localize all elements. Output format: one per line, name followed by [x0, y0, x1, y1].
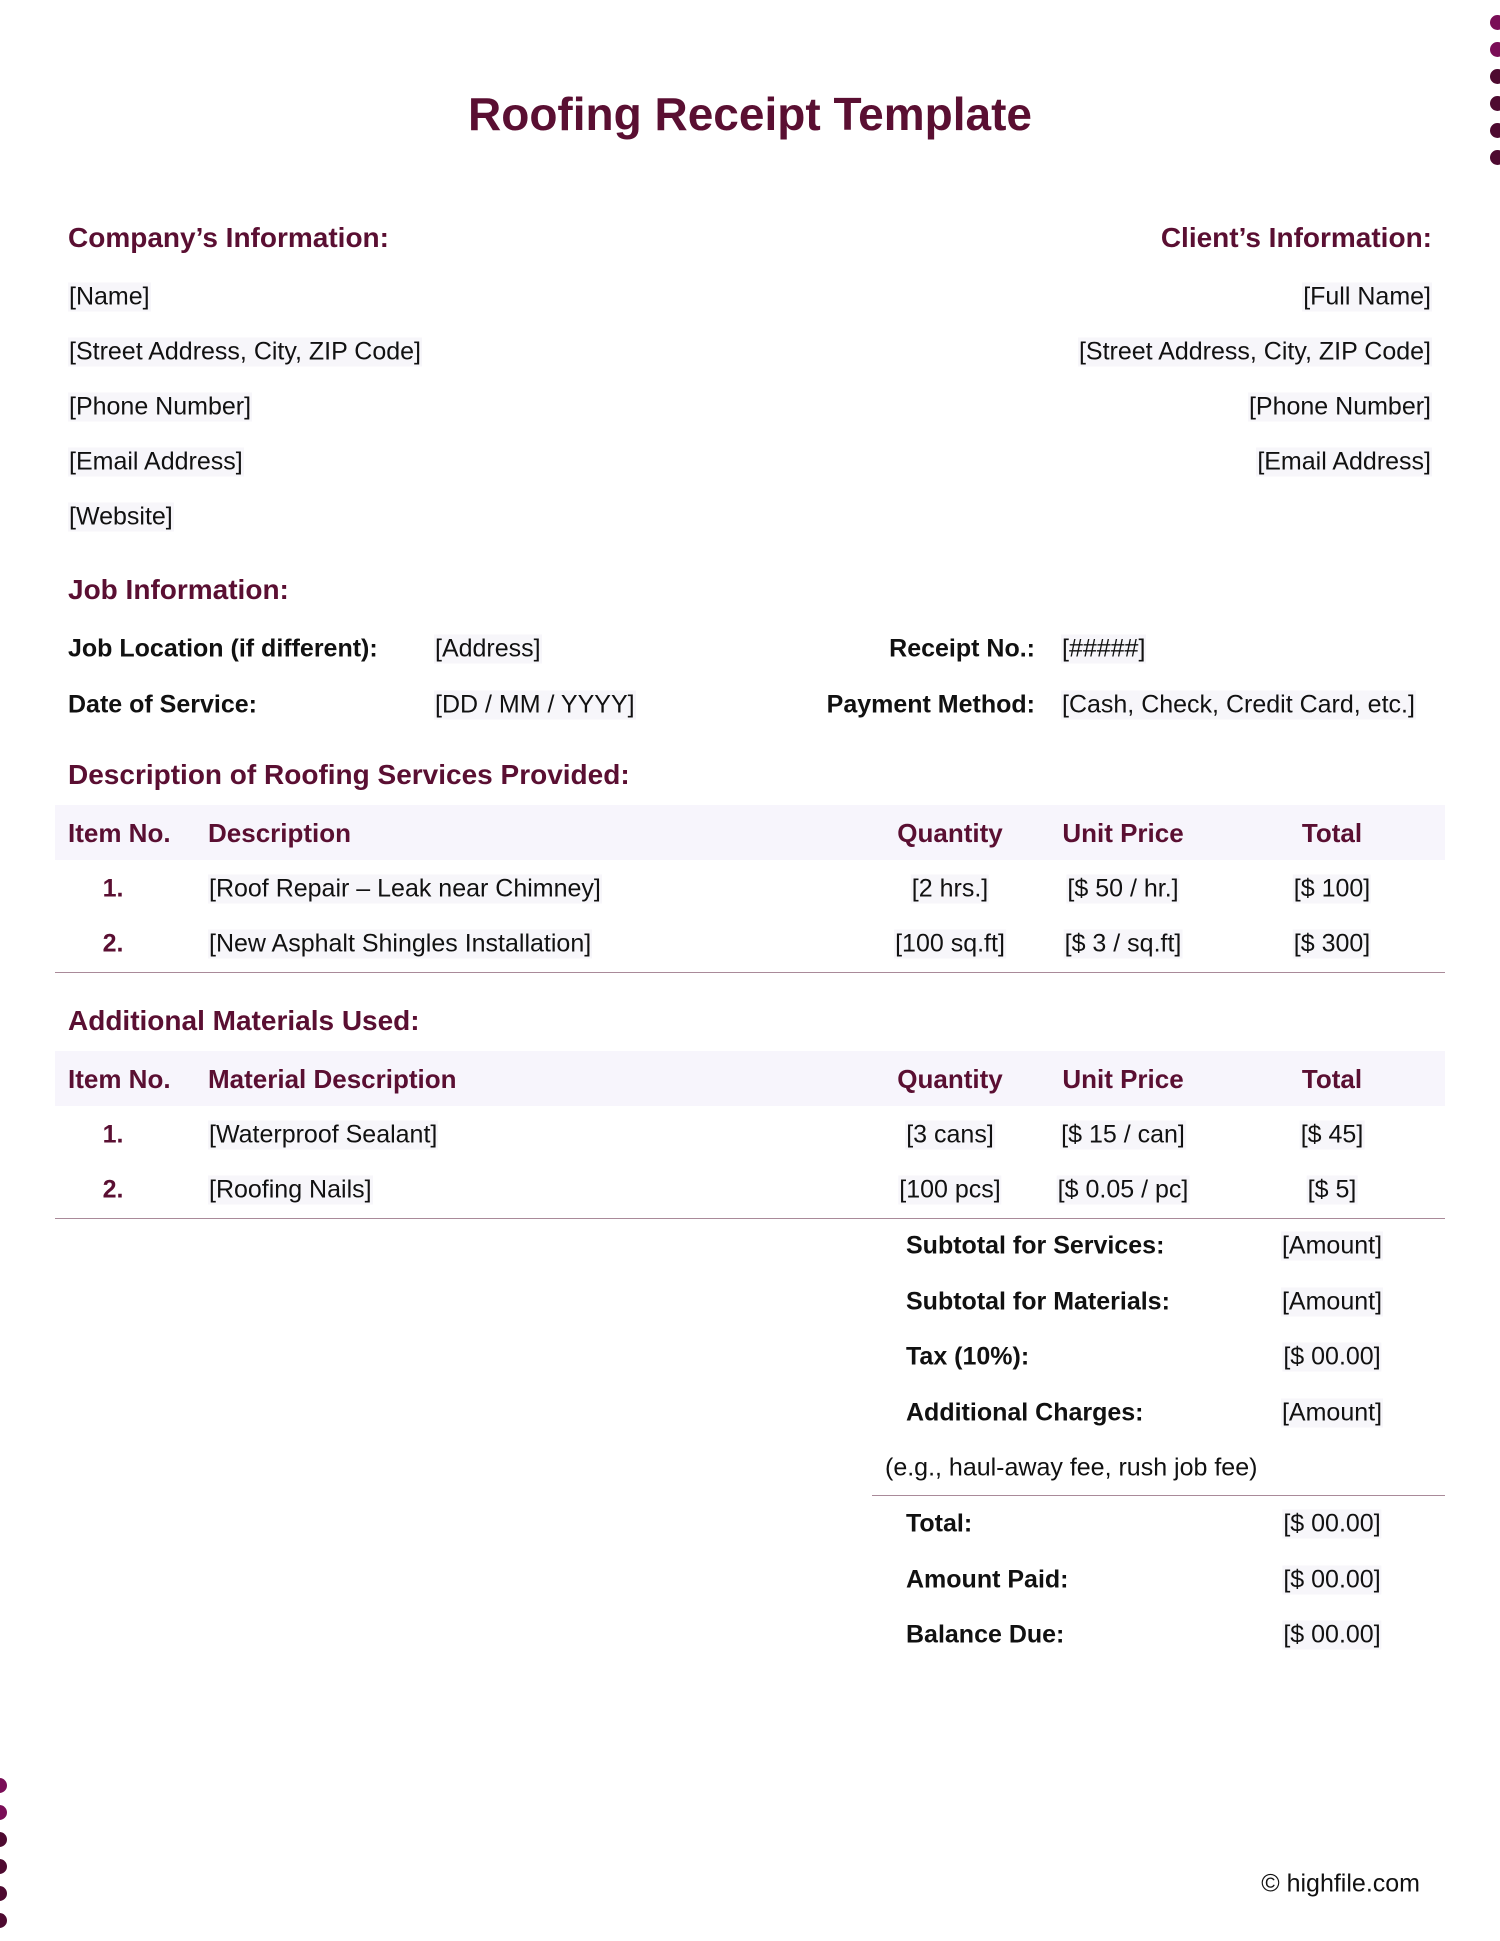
materials-table-divider: [55, 1218, 1445, 1219]
decorative-dot-icon: [0, 1832, 7, 1847]
materials-cell[interactable]: [$ 45]: [1299, 1120, 1365, 1150]
client-line[interactable]: [Phone Number]: [1247, 392, 1432, 422]
services-heading: Description of Roofing Services Provided…: [68, 759, 630, 790]
services-cell[interactable]: [100 sq.ft]: [894, 929, 1006, 959]
services-column-header: Total: [1301, 818, 1363, 848]
job-heading: Job Information:: [68, 574, 289, 605]
materials-table-header: [55, 1051, 1445, 1106]
materials-cell: 1.: [102, 1120, 124, 1149]
final-value[interactable]: [$ 00.00]: [1282, 1565, 1382, 1594]
services-cell[interactable]: [Roof Repair – Leak near Chimney]: [208, 874, 602, 904]
services-cell[interactable]: [$ 300]: [1292, 929, 1372, 959]
totals-value[interactable]: [Amount]: [1280, 1398, 1384, 1427]
services-table-header: [55, 805, 1445, 860]
date-value[interactable]: [DD / MM / YYYY]: [434, 690, 636, 720]
client-line[interactable]: [Email Address]: [1256, 447, 1432, 477]
materials-column-header: Material Description: [208, 1064, 457, 1094]
totals-label: Tax (10%):: [906, 1342, 1030, 1371]
client-heading: Client’s Information:: [1160, 222, 1432, 253]
company-line[interactable]: [Email Address]: [68, 447, 244, 477]
client-line[interactable]: [Full Name]: [1302, 282, 1432, 312]
final-label: Balance Due:: [906, 1620, 1065, 1649]
decorative-dot-icon: [0, 1778, 7, 1793]
services-column-header: Unit Price: [1062, 818, 1184, 848]
final-value[interactable]: [$ 00.00]: [1282, 1620, 1382, 1650]
services-cell[interactable]: [$ 100]: [1292, 874, 1372, 904]
services-column-header: Quantity: [897, 818, 1003, 848]
totals-divider: [872, 1495, 1445, 1496]
totals-value[interactable]: [$ 00.00]: [1282, 1342, 1382, 1372]
materials-cell: 2.: [102, 1175, 124, 1204]
decorative-dot-icon: [0, 1805, 7, 1820]
materials-cell[interactable]: [Waterproof Sealant]: [208, 1120, 439, 1150]
materials-column-header: Unit Price: [1062, 1064, 1184, 1094]
date-label: Date of Service:: [68, 690, 257, 719]
services-cell[interactable]: [New Asphalt Shingles Installation]: [208, 929, 593, 959]
materials-column-header: Total: [1301, 1064, 1363, 1094]
decorative-dot-icon: [1490, 150, 1500, 165]
final-label: Total:: [906, 1509, 973, 1538]
decorative-dot-icon: [1490, 15, 1500, 30]
materials-cell[interactable]: [Roofing Nails]: [208, 1175, 373, 1205]
final-label: Amount Paid:: [906, 1565, 1069, 1593]
materials-cell[interactable]: [3 cans]: [905, 1120, 995, 1150]
materials-column-header: Item No.: [68, 1064, 171, 1094]
decorative-dot-icon: [0, 1859, 7, 1874]
payment-value[interactable]: [Cash, Check, Credit Card, etc.]: [1061, 690, 1416, 720]
payment-label: Payment Method:: [826, 690, 1035, 719]
totals-label: Subtotal for Services:: [906, 1231, 1165, 1260]
materials-column-header: Quantity: [897, 1064, 1003, 1094]
totals-label: Additional Charges:: [906, 1398, 1144, 1426]
materials-heading: Additional Materials Used:: [68, 1005, 420, 1036]
totals-value[interactable]: [Amount]: [1280, 1287, 1384, 1316]
client-line[interactable]: [Street Address, City, ZIP Code]: [1077, 337, 1432, 367]
company-line[interactable]: [Phone Number]: [68, 392, 253, 422]
company-line[interactable]: [Website]: [68, 502, 174, 532]
additional-charges-note: (e.g., haul-away fee, rush job fee): [885, 1453, 1258, 1482]
decorative-dot-icon: [1490, 69, 1500, 84]
materials-cell[interactable]: [$ 15 / can]: [1060, 1120, 1186, 1150]
services-column-header: Description: [208, 818, 352, 848]
services-cell[interactable]: [2 hrs.]: [910, 874, 990, 904]
decorative-dot-icon: [0, 1886, 7, 1901]
decorative-dot-icon: [0, 1913, 7, 1928]
decorative-dot-icon: [1490, 123, 1500, 138]
materials-cell[interactable]: [100 pcs]: [898, 1175, 1002, 1205]
receipt-label: Receipt No.:: [889, 634, 1035, 663]
job-location-value[interactable]: [Address]: [434, 634, 542, 664]
decorative-dot-icon: [1490, 42, 1500, 57]
company-line[interactable]: [Name]: [68, 282, 151, 312]
materials-cell[interactable]: [$ 0.05 / pc]: [1056, 1175, 1190, 1205]
services-cell[interactable]: [$ 3 / sq.ft]: [1063, 929, 1183, 959]
job-location-label: Job Location (if different):: [68, 634, 378, 663]
services-column-header: Item No.: [68, 818, 171, 848]
services-cell[interactable]: [$ 50 / hr.]: [1066, 874, 1180, 904]
final-value[interactable]: [$ 00.00]: [1282, 1509, 1382, 1539]
services-table-divider: [55, 972, 1445, 973]
services-cell: 2.: [102, 929, 124, 958]
services-cell: 1.: [102, 874, 124, 903]
materials-cell[interactable]: [$ 5]: [1306, 1175, 1358, 1205]
totals-value[interactable]: [Amount]: [1280, 1231, 1384, 1261]
footer-credit: © highfile.com: [1261, 1869, 1420, 1898]
totals-label: Subtotal for Materials:: [906, 1287, 1170, 1315]
company-line[interactable]: [Street Address, City, ZIP Code]: [68, 337, 423, 367]
decorative-dot-icon: [1490, 96, 1500, 111]
page-title: Roofing Receipt Template: [468, 88, 1032, 140]
receipt-value[interactable]: [#####]: [1061, 634, 1147, 664]
company-heading: Company’s Information:: [68, 222, 389, 253]
